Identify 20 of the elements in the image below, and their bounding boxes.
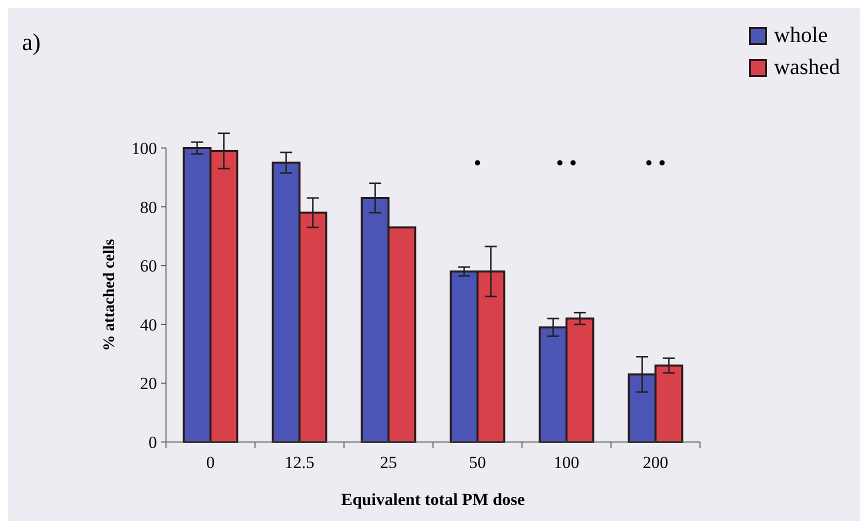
- x-tick-label: 0: [206, 453, 215, 472]
- y-tick-label: 100: [132, 138, 157, 158]
- y-tick-label: 0: [148, 432, 157, 452]
- annotation: • •: [645, 150, 666, 175]
- y-tick-label: 80: [140, 198, 157, 217]
- x-tick-label: 25: [380, 453, 397, 472]
- y-tick-label: 60: [140, 256, 157, 276]
- x-tick-label: 200: [642, 453, 668, 472]
- chart-title: a): [22, 30, 41, 56]
- legend-label: whole: [774, 22, 828, 47]
- x-axis-title: Equivalent total PM dose: [341, 490, 526, 509]
- legend-label: washed: [774, 54, 840, 79]
- annotation: • •: [556, 150, 577, 175]
- x-tick-label: 100: [554, 453, 580, 472]
- y-tick-label: 40: [140, 315, 157, 334]
- y-tick-label: 20: [140, 374, 157, 394]
- x-tick-label: 50: [469, 453, 486, 472]
- x-tick-label: 12.5: [284, 453, 314, 472]
- annotation: •: [474, 150, 482, 175]
- y-axis-title: % attached cells: [101, 239, 118, 351]
